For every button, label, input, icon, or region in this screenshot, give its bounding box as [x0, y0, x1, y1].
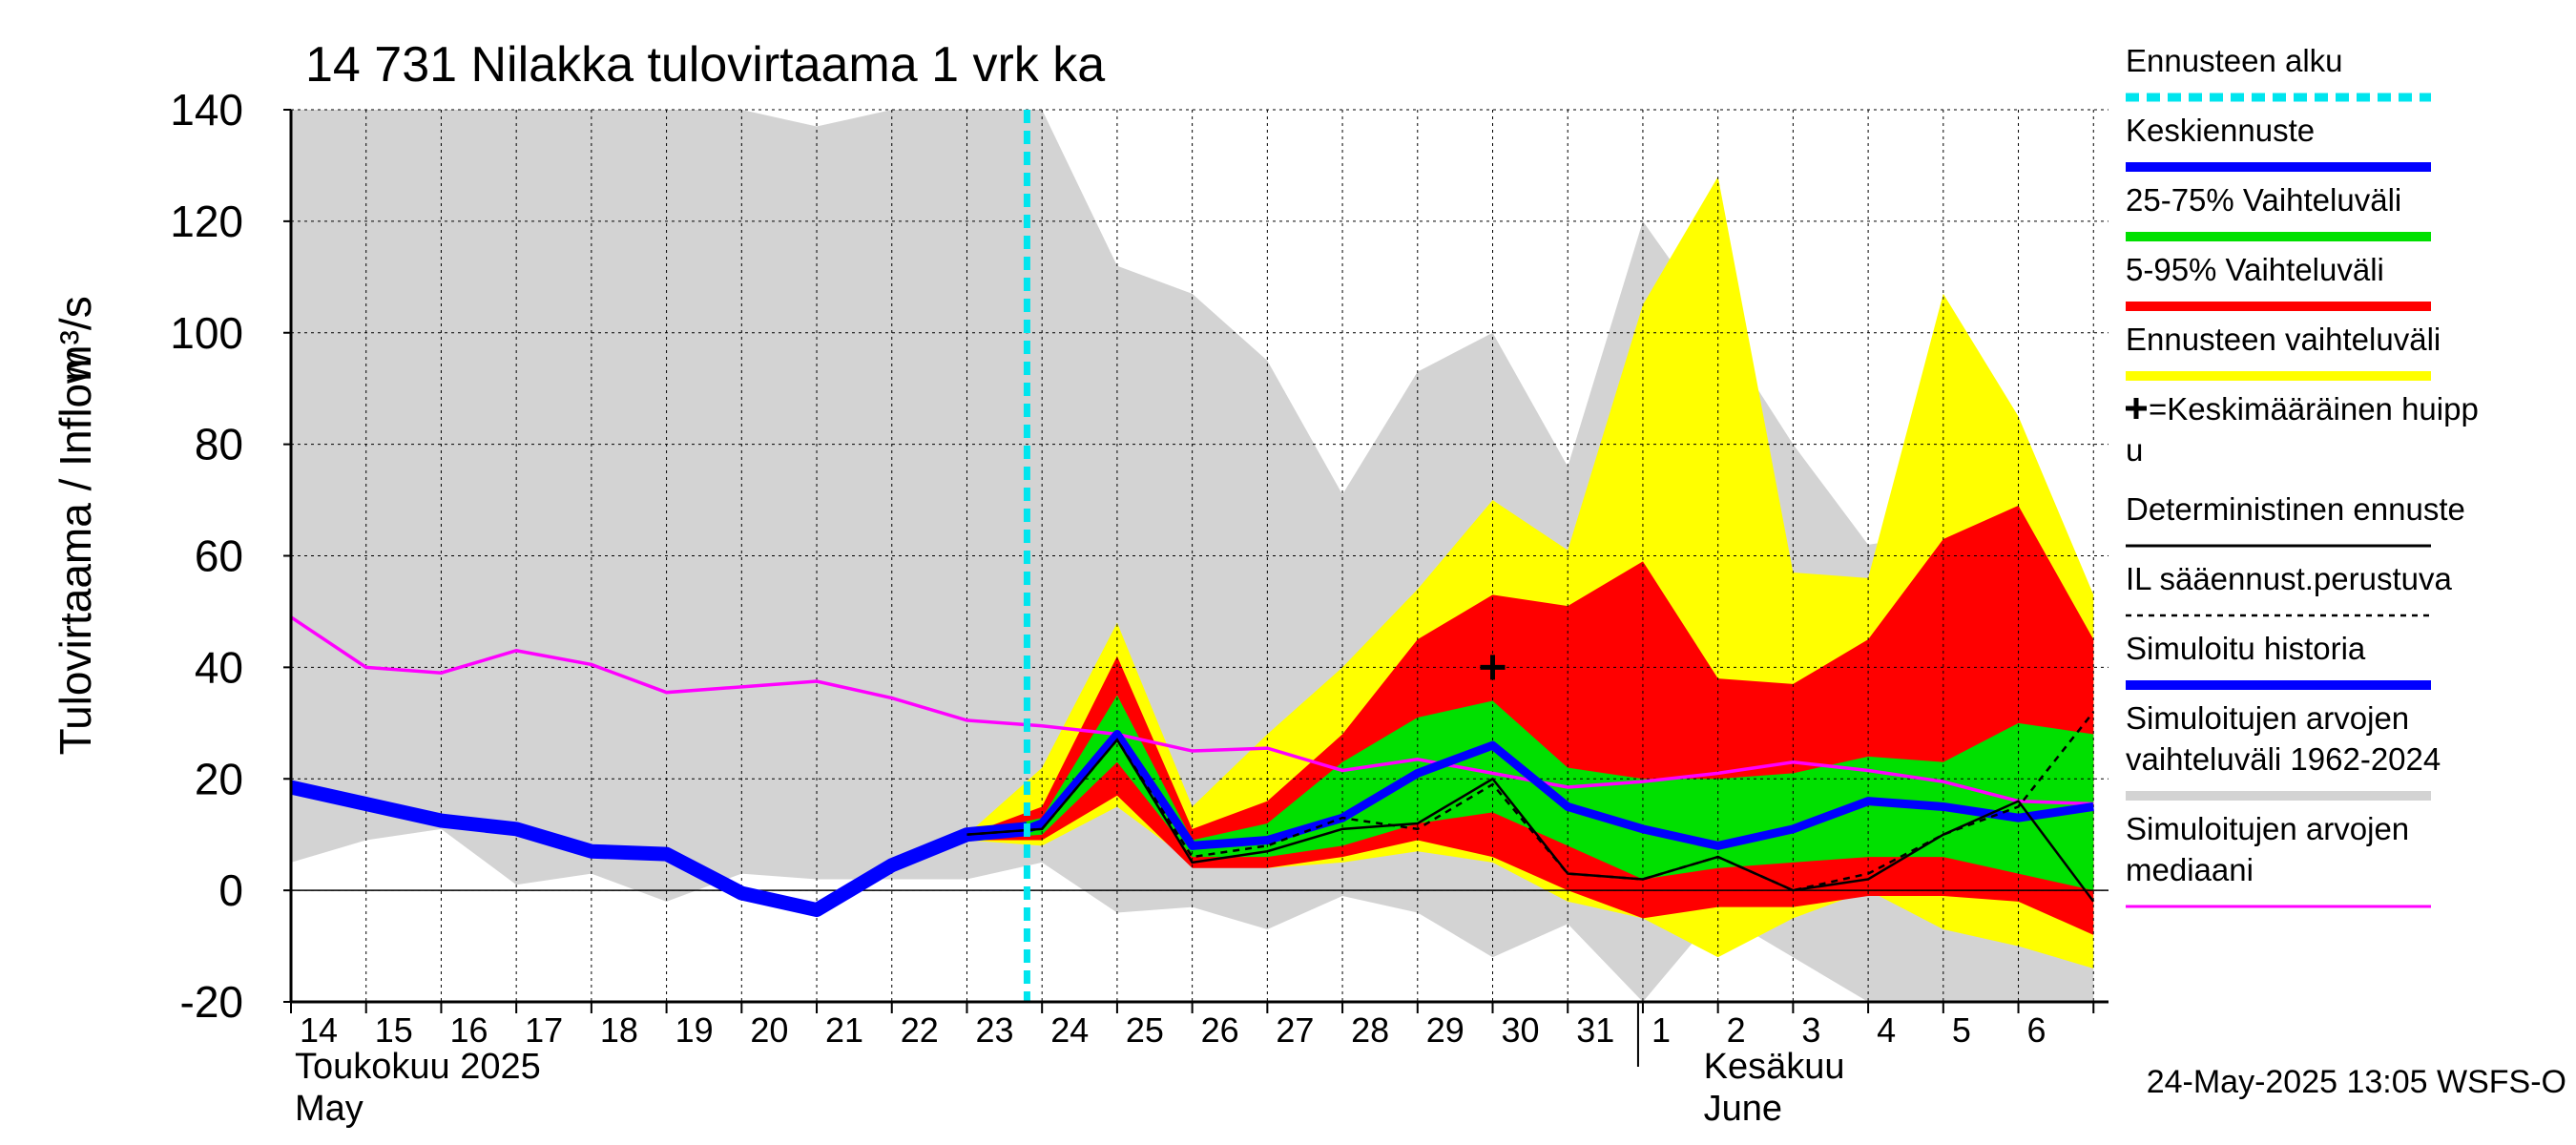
y-tick-label: 100: [170, 308, 243, 358]
x-tick-label: 5: [1952, 1010, 1971, 1050]
mean-forecast-line: [1025, 730, 2094, 850]
y-axis-unit-group: m³/s: [51, 296, 100, 381]
x-tick-label: 14: [300, 1010, 338, 1050]
il-weather-forecast-line: [966, 711, 2095, 892]
x-tick-label: 21: [825, 1010, 863, 1050]
x-tick-label: 24: [1050, 1010, 1089, 1050]
y-tick-label: 140: [170, 85, 243, 135]
y-tick-label: 60: [195, 531, 243, 581]
x-tick-label: 20: [750, 1010, 788, 1050]
deterministic-forecast-line: [966, 738, 2095, 903]
y-tick-label: 20: [195, 754, 243, 803]
month-label-june-fi: Kesäkuu: [1704, 1047, 1845, 1087]
month-label-june-en: June: [1704, 1089, 1782, 1129]
legend-label: Simuloitu historia: [2126, 631, 2366, 666]
legend-label: Ennusteen alku: [2126, 43, 2343, 78]
legend-label-line2: vaihteluväli 1962-2024: [2126, 741, 2441, 777]
x-tick-label: 22: [901, 1010, 939, 1050]
timestamp: 24-May-2025 13:05 WSFS-O: [2147, 1064, 2566, 1100]
y-tick-label: -20: [180, 977, 243, 1027]
legend-label: Keskiennuste: [2126, 113, 2315, 148]
legend-label: Simuloitujen arvojen: [2126, 811, 2409, 846]
x-tick-label: 4: [1877, 1010, 1896, 1050]
x-tick-label: 17: [525, 1010, 563, 1050]
x-tick-label: 1: [1652, 1010, 1671, 1050]
historical-median-line: [291, 615, 2094, 806]
x-tick-label: 18: [600, 1010, 638, 1050]
legend-label: Ennusteen vaihteluväli: [2126, 322, 2441, 357]
y-axis-label: Tulovirtaama / Inflow: [51, 351, 100, 755]
x-tick-label: 16: [449, 1010, 488, 1050]
x-tick-label: 19: [675, 1010, 714, 1050]
x-tick-label: 31: [1576, 1010, 1614, 1050]
y-axis-unit: m³/s: [51, 296, 100, 381]
plot-line-layers: [291, 110, 2095, 1002]
x-tick-label: 6: [2027, 1010, 2046, 1050]
month-label-may-fi: Toukokuu 2025: [295, 1047, 541, 1087]
y-tick-label: 0: [218, 865, 243, 915]
simulated-history-line: [291, 780, 1028, 918]
legend-plus-icon: [2126, 398, 2147, 419]
legend-label: IL sääennust.perustuva: [2126, 561, 2452, 596]
legend-label: =Keskimääräinen huipp: [2149, 391, 2479, 427]
chart-title: 14 731 Nilakka tulovirtaama 1 vrk ka: [305, 37, 1105, 93]
legend-label-line2: u: [2126, 432, 2143, 468]
y-tick-label: 80: [195, 420, 243, 469]
x-tick-label: 23: [975, 1010, 1013, 1050]
legend-label: Simuloitujen arvojen: [2126, 700, 2409, 736]
y-tick-label: 120: [170, 197, 243, 246]
x-tick-label: 29: [1426, 1010, 1465, 1050]
x-tick-label: 27: [1276, 1010, 1314, 1050]
y-axis-label-group: Tulovirtaama / Inflow: [51, 351, 100, 755]
y-tick-label: 40: [195, 642, 243, 692]
x-tick-label: 3: [1801, 1010, 1820, 1050]
legend-label: 25-75% Vaihteluväli: [2126, 182, 2401, 218]
legend: Ennusteen alku Keskiennuste 25-75% Vaihtel…: [2126, 43, 2479, 908]
x-tick-label: 30: [1502, 1010, 1540, 1050]
legend-label-line2: mediaani: [2126, 852, 2254, 887]
legend-label: 5-95% Vaihteluväli: [2126, 252, 2384, 287]
x-tick-label: 15: [375, 1010, 413, 1050]
legend-label: Deterministinen ennuste: [2126, 491, 2465, 527]
x-tick-label: 2: [1727, 1010, 1746, 1050]
x-tick-label: 28: [1351, 1010, 1389, 1050]
x-tick-label: 26: [1201, 1010, 1239, 1050]
month-label-may-en: May: [295, 1089, 364, 1129]
mean-peak-marker: [1480, 655, 1506, 680]
x-tick-label: 25: [1126, 1010, 1164, 1050]
